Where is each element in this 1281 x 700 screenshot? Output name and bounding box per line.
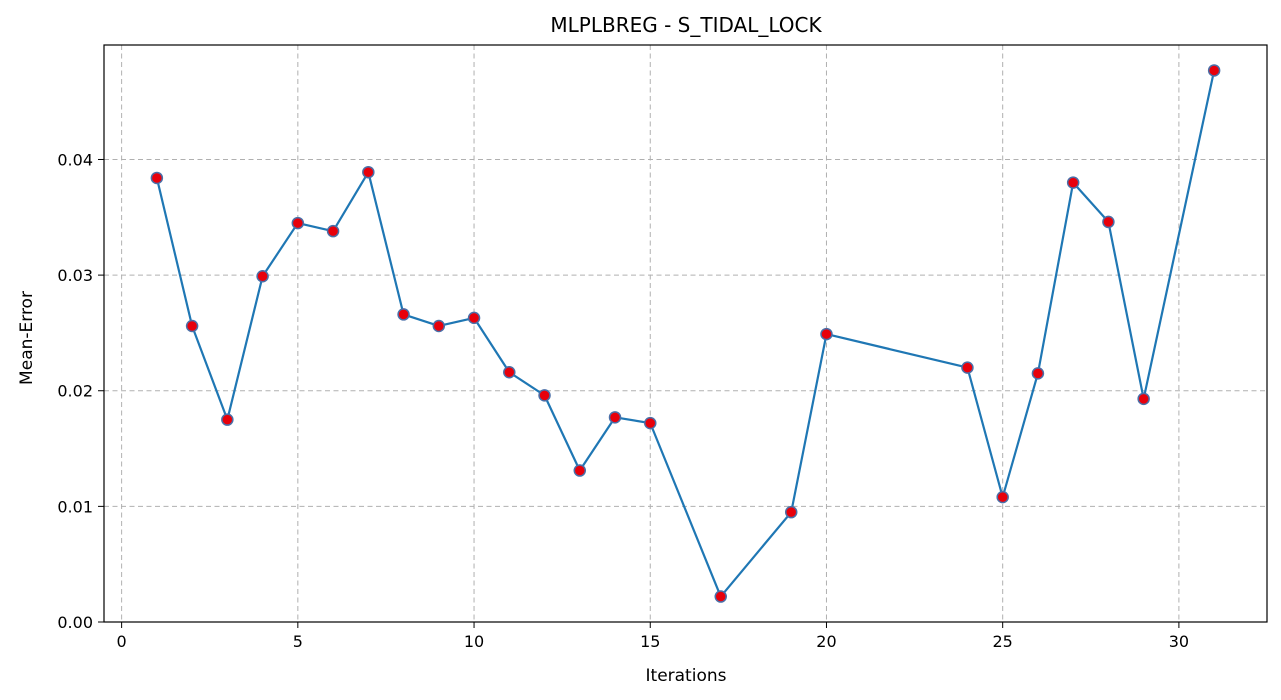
plot-frame (103, 44, 1268, 623)
data-point (538, 389, 551, 402)
y-tick-label: 0.02 (57, 382, 93, 401)
data-point (996, 490, 1009, 504)
x-tick-label: 25 (993, 632, 1013, 651)
data-point (1137, 392, 1150, 406)
data-point (608, 411, 622, 424)
data-point (467, 311, 481, 325)
data-point (291, 216, 305, 230)
x-tick-label: 0 (117, 632, 127, 651)
y-tick-label: 0.03 (57, 266, 93, 285)
data-point (573, 464, 587, 477)
y-tick-label: 0.04 (57, 150, 93, 169)
y-ticks: 0.00 0.01 0.02 0.03 0.04 (57, 150, 104, 632)
grid (104, 45, 1267, 623)
series-line (155, 70, 1216, 598)
data-point (820, 327, 833, 341)
data-point (503, 365, 516, 379)
data-point (1207, 64, 1221, 77)
data-point (784, 505, 798, 519)
chart-title: MLPLBREG - S_TIDAL_LOCK (550, 13, 822, 37)
data-point (644, 416, 657, 430)
data-point (397, 308, 410, 321)
data-point (326, 224, 340, 238)
x-tick-label: 15 (640, 632, 660, 651)
y-tick-label: 0.00 (57, 613, 93, 632)
x-ticks: 0 5 10 15 20 25 30 (117, 622, 1189, 651)
series-line-layer (155, 70, 1216, 598)
data-point (362, 165, 375, 179)
x-tick-label: 10 (464, 632, 484, 651)
x-axis-label: Iterations (646, 666, 727, 686)
data-point (185, 319, 199, 333)
data-point (1066, 176, 1080, 189)
data-point (961, 361, 974, 374)
data-point (714, 590, 727, 603)
data-point (1102, 215, 1115, 229)
data-point (150, 171, 164, 185)
y-axis-label: Mean-Error (17, 291, 37, 385)
y-tick-label: 0.01 (57, 497, 93, 516)
data-points (150, 64, 1221, 603)
data-point (256, 270, 269, 283)
x-tick-label: 20 (816, 632, 836, 651)
x-tick-label: 5 (293, 632, 303, 651)
data-point (432, 319, 446, 333)
data-point (1031, 367, 1045, 380)
data-point (221, 413, 234, 426)
x-tick-label: 30 (1169, 632, 1189, 651)
